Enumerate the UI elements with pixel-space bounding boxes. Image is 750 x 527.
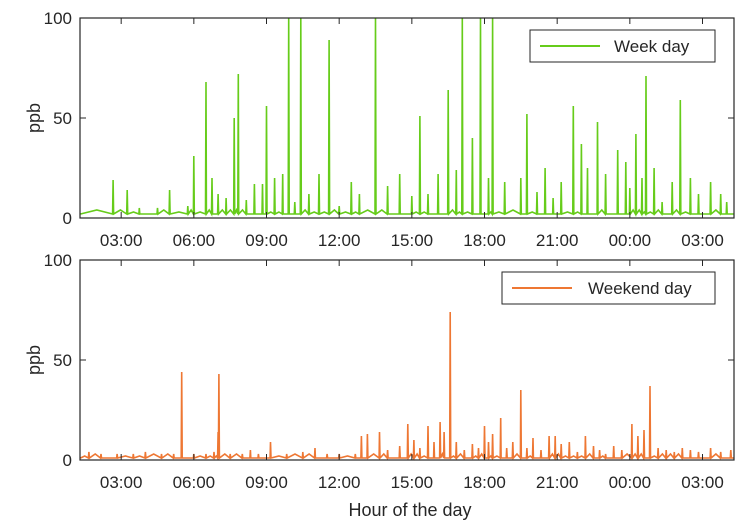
x-tick-label: 03:00	[100, 231, 143, 250]
x-tick-label: 21:00	[536, 231, 579, 250]
x-axis-label: Hour of the day	[348, 500, 471, 520]
x-axis-ticks: 03:00 06:00 09:00 12:00 15:00 18:00 21:00 00:00…	[100, 18, 724, 250]
y-tick-label: 100	[44, 251, 72, 270]
x-tick-label: 09:00	[245, 231, 288, 250]
x-tick-label: 06:00	[173, 473, 216, 492]
x-tick-label: 18:00	[463, 473, 506, 492]
y-axis-label: ppb	[24, 103, 44, 133]
legend-label: Weekend day	[588, 279, 692, 298]
legend: Week day	[529, 29, 716, 63]
y-tick-label: 50	[53, 109, 72, 128]
series-line-weekend-day	[80, 311, 734, 461]
x-tick-label: 00:00	[609, 231, 652, 250]
panel-weekend: 03:00 06:00 09:00 12:00 15:00 18:00 21:00 00:00…	[24, 251, 735, 520]
x-tick-label: 03:00	[100, 473, 143, 492]
y-tick-label: 0	[63, 209, 72, 228]
x-tick-label: 18:00	[463, 231, 506, 250]
series-line-week-day	[80, 17, 734, 217]
x-tick-label: 15:00	[391, 231, 434, 250]
x-tick-label: 21:00	[536, 473, 579, 492]
x-tick-label: 00:00	[609, 473, 652, 492]
y-tick-label: 0	[63, 451, 72, 470]
y-axis-label: ppb	[24, 345, 44, 375]
x-tick-label: 09:00	[245, 473, 288, 492]
x-tick-label: 12:00	[318, 473, 361, 492]
x-tick-label: 03:00	[681, 473, 724, 492]
y-tick-label: 50	[53, 351, 72, 370]
x-tick-label: 15:00	[391, 473, 434, 492]
panel-weekday: 03:00 06:00 09:00 12:00 15:00 18:00 21:00 00:00…	[24, 9, 735, 250]
x-tick-label: 06:00	[173, 231, 216, 250]
x-tick-label: 03:00	[681, 231, 724, 250]
x-tick-label: 12:00	[318, 231, 361, 250]
legend-label: Week day	[614, 37, 690, 56]
y-axis-ticks: 0 50 100	[44, 251, 734, 470]
legend: Weekend day	[501, 271, 716, 305]
y-tick-label: 100	[44, 9, 72, 28]
y-axis-ticks: 0 50 100	[44, 9, 734, 228]
x-axis-ticks: 03:00 06:00 09:00 12:00 15:00 18:00 21:00 00:00…	[100, 260, 724, 492]
